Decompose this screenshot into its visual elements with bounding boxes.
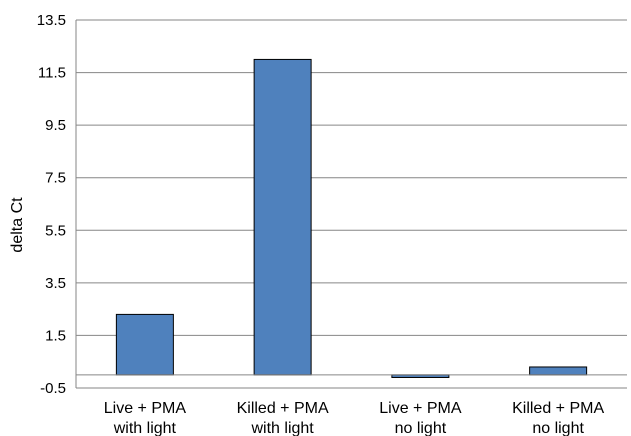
bar-1	[253, 58, 312, 376]
y-tick-label: 13.5	[37, 12, 66, 29]
x-category-label: Killed + PMA with light	[237, 400, 329, 436]
y-tick-label: 7.5	[45, 170, 66, 187]
y-tick-label: 1.5	[45, 327, 66, 344]
x-category-label-line: no light	[395, 420, 447, 436]
x-category-label-line: Killed + PMA	[512, 400, 604, 417]
bars	[115, 58, 588, 378]
x-category-label-line: no light	[532, 420, 584, 436]
x-category-label-line: Live + PMA	[379, 400, 462, 417]
x-category-label-line: with light	[113, 420, 177, 436]
y-axis-title: delta Ct	[9, 197, 26, 253]
x-category-label: Killed + PMA no light	[512, 400, 604, 436]
y-tick-label: 3.5	[45, 275, 66, 292]
y-tick-label: 11.5	[38, 65, 66, 82]
x-category-label-line: Live + PMA	[104, 400, 187, 417]
x-category-labels: Live + PMA with light Killed + PMA with lig…	[104, 400, 605, 436]
y-tick-label: 5.5	[45, 222, 66, 239]
x-category-label-line: with light	[251, 420, 315, 436]
y-tick-label: -0.5	[40, 380, 66, 397]
bar-3	[529, 366, 588, 376]
y-tick-label: 9.5	[45, 117, 66, 134]
x-category-label-line: Killed + PMA	[237, 400, 329, 417]
x-category-label: Live + PMA with light	[104, 400, 187, 436]
x-category-label: Live + PMA no light	[379, 400, 462, 436]
bar-0	[115, 313, 174, 376]
axes	[75, 20, 627, 388]
y-tick-labels: -0.5 1.5 3.5 5.5 7.5 9.5 11.5 13.5	[37, 12, 66, 397]
